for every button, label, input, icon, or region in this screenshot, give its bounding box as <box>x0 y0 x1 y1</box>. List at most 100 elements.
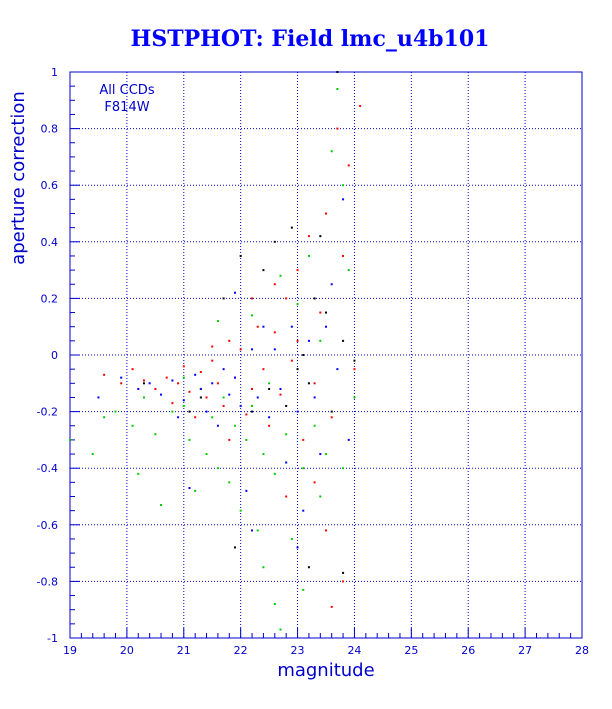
y-tick-label: 0.6 <box>41 179 59 192</box>
data-point <box>325 212 327 215</box>
x-axis-label: magnitude <box>277 660 374 681</box>
data-point <box>211 416 214 419</box>
data-point <box>302 588 305 591</box>
data-point <box>182 404 185 407</box>
data-point <box>285 461 288 464</box>
data-point <box>290 537 293 540</box>
data-point <box>313 382 316 385</box>
data-point <box>279 628 282 631</box>
data-point <box>251 404 254 407</box>
data-point <box>239 509 242 512</box>
data-point <box>342 254 345 257</box>
data-point <box>205 396 208 399</box>
data-point <box>256 396 259 399</box>
data-point <box>273 472 276 475</box>
data-point <box>199 387 202 390</box>
data-point <box>228 339 231 342</box>
y-tick-label: 0 <box>51 349 58 362</box>
data-point <box>103 416 106 419</box>
data-point <box>222 297 225 300</box>
data-point <box>268 416 271 419</box>
data-point <box>273 240 276 243</box>
data-point <box>307 235 310 238</box>
data-point <box>296 410 299 413</box>
data-point <box>268 387 271 390</box>
y-tick-label: -0.8 <box>37 575 58 588</box>
x-tick-label: 20 <box>120 644 134 657</box>
data-point <box>251 410 254 413</box>
data-point <box>120 382 123 385</box>
data-point <box>142 396 145 399</box>
data-point <box>342 339 345 342</box>
data-point <box>342 184 345 187</box>
data-point <box>313 481 316 484</box>
data-point <box>319 453 322 456</box>
data-point <box>273 331 276 334</box>
data-point <box>103 373 106 376</box>
data-point <box>325 529 327 532</box>
data-point <box>245 489 248 492</box>
annotation-filter: F814W <box>104 100 149 115</box>
x-tick-label: 22 <box>234 644 248 657</box>
x-tick-label: 25 <box>404 644 418 657</box>
data-point <box>188 438 191 441</box>
data-point <box>336 87 339 90</box>
y-tick-label: -0.2 <box>37 406 58 419</box>
x-tick-label: 24 <box>347 644 361 657</box>
data-point <box>216 424 219 427</box>
data-point <box>279 393 282 396</box>
data-point <box>353 396 356 399</box>
data-point <box>233 546 236 549</box>
data-point <box>211 359 214 362</box>
data-point <box>228 481 231 484</box>
data-point <box>216 467 219 470</box>
data-point <box>233 376 236 379</box>
data-point <box>262 566 265 569</box>
data-point <box>313 297 316 300</box>
data-point <box>154 433 157 436</box>
data-point <box>239 348 242 351</box>
data-point <box>222 404 225 407</box>
data-point <box>251 348 254 351</box>
x-tick-label: 19 <box>63 644 77 657</box>
data-point <box>182 399 185 402</box>
data-point <box>342 571 345 574</box>
data-point <box>171 402 174 405</box>
axis-ticks: 19 20 21 22 23 24 25 26 27 28 -1 -0.8 -0.6 -0.4 -0.2 0 0… <box>37 66 589 657</box>
y-tick-label: -1 <box>47 632 58 645</box>
data-point <box>330 605 333 608</box>
data-point <box>307 339 310 342</box>
data-point <box>262 368 265 371</box>
data-point <box>325 311 327 314</box>
data-point <box>256 529 259 532</box>
data-point <box>188 410 191 413</box>
data-point <box>251 529 254 532</box>
data-point <box>97 396 100 399</box>
data-point <box>302 509 305 512</box>
data-point <box>228 393 231 396</box>
data-point <box>290 325 293 328</box>
data-point <box>188 390 191 393</box>
data-point <box>142 379 145 382</box>
data-point <box>137 387 140 390</box>
data-point <box>160 393 163 396</box>
data-point <box>290 359 293 362</box>
y-tick-label: 0.8 <box>41 123 59 136</box>
data-point <box>120 376 123 379</box>
data-point <box>239 254 242 257</box>
data-point <box>330 416 333 419</box>
x-tick-label: 26 <box>461 644 475 657</box>
data-point <box>251 297 254 300</box>
data-point <box>251 387 254 390</box>
chart-title: HSTPHOT: Field lmc_u4b101 <box>131 26 490 52</box>
data-point <box>296 303 299 306</box>
grid-lines <box>70 72 582 638</box>
y-tick-label: 0.4 <box>41 236 59 249</box>
data-point <box>211 345 214 348</box>
data-point <box>359 104 362 107</box>
data-point <box>273 348 276 351</box>
data-point <box>188 487 191 490</box>
data-point <box>148 382 151 385</box>
data-point <box>285 495 288 498</box>
